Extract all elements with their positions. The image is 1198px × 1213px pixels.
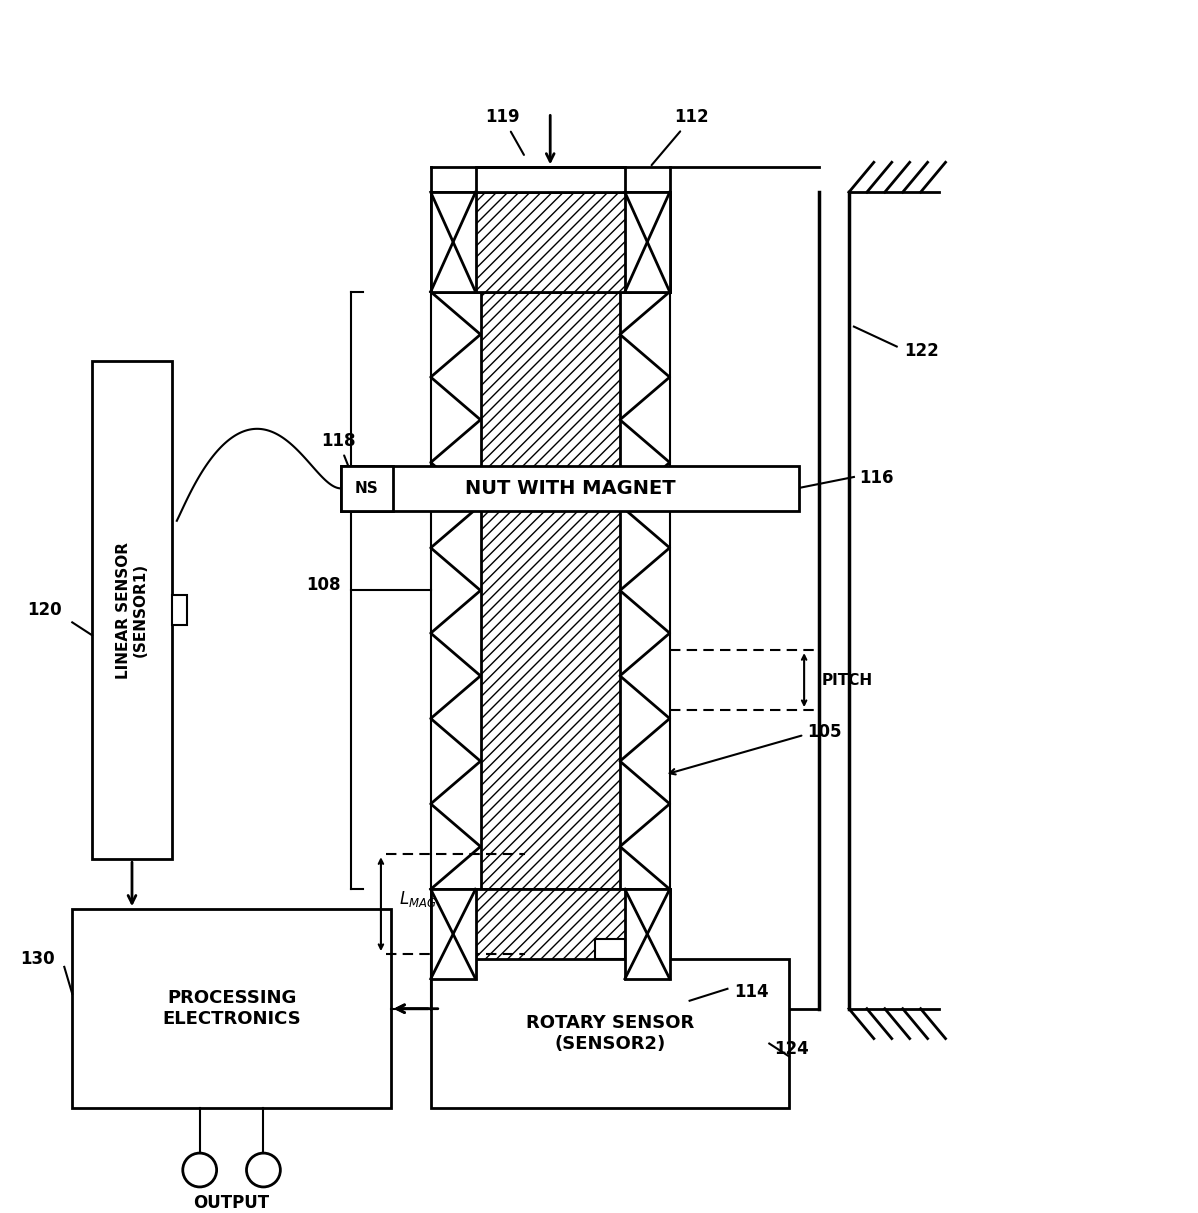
Bar <box>431 889 476 979</box>
Bar <box>92 361 171 859</box>
Bar <box>431 192 476 292</box>
Text: 124: 124 <box>774 1040 809 1058</box>
Text: 118: 118 <box>321 432 356 471</box>
Text: 130: 130 <box>20 950 55 968</box>
Bar <box>625 192 670 292</box>
Bar <box>72 909 391 1109</box>
Bar <box>431 192 670 292</box>
Bar <box>625 889 670 979</box>
Text: LINEAR SENSOR
(SENSOR1): LINEAR SENSOR (SENSOR1) <box>116 542 149 679</box>
Text: 122: 122 <box>903 342 938 360</box>
Bar <box>476 167 625 192</box>
Text: 105: 105 <box>807 723 842 741</box>
Text: PITCH: PITCH <box>822 672 873 688</box>
Text: 120: 120 <box>28 602 62 620</box>
Bar <box>431 959 789 1109</box>
Text: 114: 114 <box>734 983 769 1001</box>
Bar <box>471 192 630 292</box>
Bar <box>476 979 625 1009</box>
Bar <box>341 466 393 511</box>
Bar <box>480 212 619 1029</box>
Text: 108: 108 <box>307 576 340 594</box>
Text: 112: 112 <box>652 108 709 165</box>
Text: NS: NS <box>355 480 379 496</box>
Bar <box>471 889 630 979</box>
Bar <box>595 939 625 959</box>
Bar <box>341 466 799 511</box>
Text: 119: 119 <box>485 108 524 155</box>
Text: OUTPUT: OUTPUT <box>194 1194 270 1212</box>
Text: $L_{MAG}$: $L_{MAG}$ <box>399 889 436 910</box>
Bar <box>171 596 187 626</box>
Text: 116: 116 <box>859 469 894 486</box>
Text: NUT WITH MAGNET: NUT WITH MAGNET <box>465 479 676 497</box>
Text: PROCESSING
ELECTRONICS: PROCESSING ELECTRONICS <box>162 990 301 1029</box>
Text: ROTARY SENSOR
(SENSOR2): ROTARY SENSOR (SENSOR2) <box>526 1014 694 1053</box>
Bar <box>431 889 670 979</box>
